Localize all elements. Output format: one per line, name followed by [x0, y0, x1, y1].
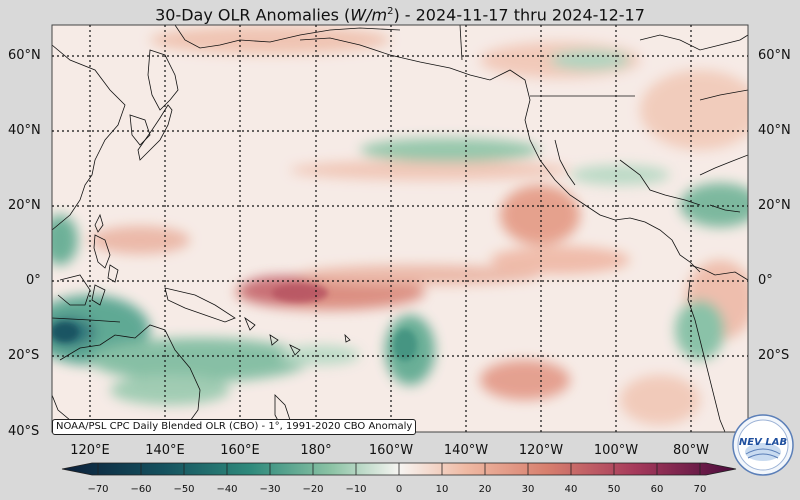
- colorbar-tick-label: 70: [693, 484, 707, 495]
- colorbar-tick-label: −30: [259, 484, 281, 495]
- data-source-credit: NOAA/PSL CPC Daily Blended OLR (CBO) - 1…: [52, 419, 417, 435]
- lon-label: 100°W: [593, 443, 639, 458]
- colorbar-tick-label: 10: [435, 484, 449, 495]
- colorbar-tick-label: −40: [216, 484, 238, 495]
- lat-label-right: 0°: [758, 273, 773, 288]
- colorbar-ticks: [97, 463, 701, 475]
- lat-label-right: 20°N: [758, 198, 791, 213]
- colorbar-tick-label: 50: [607, 484, 621, 495]
- lat-label-left: 0°: [26, 273, 41, 288]
- lon-label: 120°E: [70, 443, 110, 458]
- nev-lab-logo-icon: NEV LAB: [732, 414, 794, 476]
- colorbar-tick-label: −20: [302, 484, 324, 495]
- lon-label: 80°W: [673, 443, 709, 458]
- lon-label: 160°E: [220, 443, 260, 458]
- lat-label-right: 60°N: [758, 48, 791, 63]
- colorbar-tick-label: 30: [521, 484, 535, 495]
- svg-text:NEV LAB: NEV LAB: [739, 437, 787, 448]
- lat-label-left: 60°N: [8, 48, 41, 63]
- lon-label: 140°E: [145, 443, 185, 458]
- lon-label: 120°W: [518, 443, 564, 458]
- map-title: 30-Day OLR Anomalies (W/m2) - 2024-11-17…: [155, 5, 645, 25]
- colorbar-tick-label: 20: [478, 484, 492, 495]
- lat-label-left: 20°S: [8, 348, 40, 363]
- colorbar-tick-label: −10: [345, 484, 367, 495]
- lon-label: 140°W: [443, 443, 489, 458]
- lon-label: 160°W: [368, 443, 414, 458]
- lat-label-right: 40°N: [758, 123, 791, 138]
- colorbar-tick-label: −70: [87, 484, 109, 495]
- colorbar-tick-label: 0: [395, 484, 403, 495]
- coastlines: [52, 25, 748, 432]
- colorbar-tick-label: 40: [564, 484, 578, 495]
- lat-label-left: 20°N: [8, 198, 41, 213]
- colorbar-tick-label: −50: [173, 484, 195, 495]
- lat-label-left: 40°S: [8, 424, 40, 439]
- colorbar: [61, 462, 737, 476]
- lat-label-right: 20°S: [758, 348, 790, 363]
- lat-label-left: 40°N: [8, 123, 41, 138]
- colorbar-tick-label: −60: [130, 484, 152, 495]
- colorbar-tick-label: 60: [650, 484, 664, 495]
- anomaly-field: [52, 25, 748, 432]
- graticule: [52, 25, 748, 432]
- lon-label: 180°: [300, 443, 332, 458]
